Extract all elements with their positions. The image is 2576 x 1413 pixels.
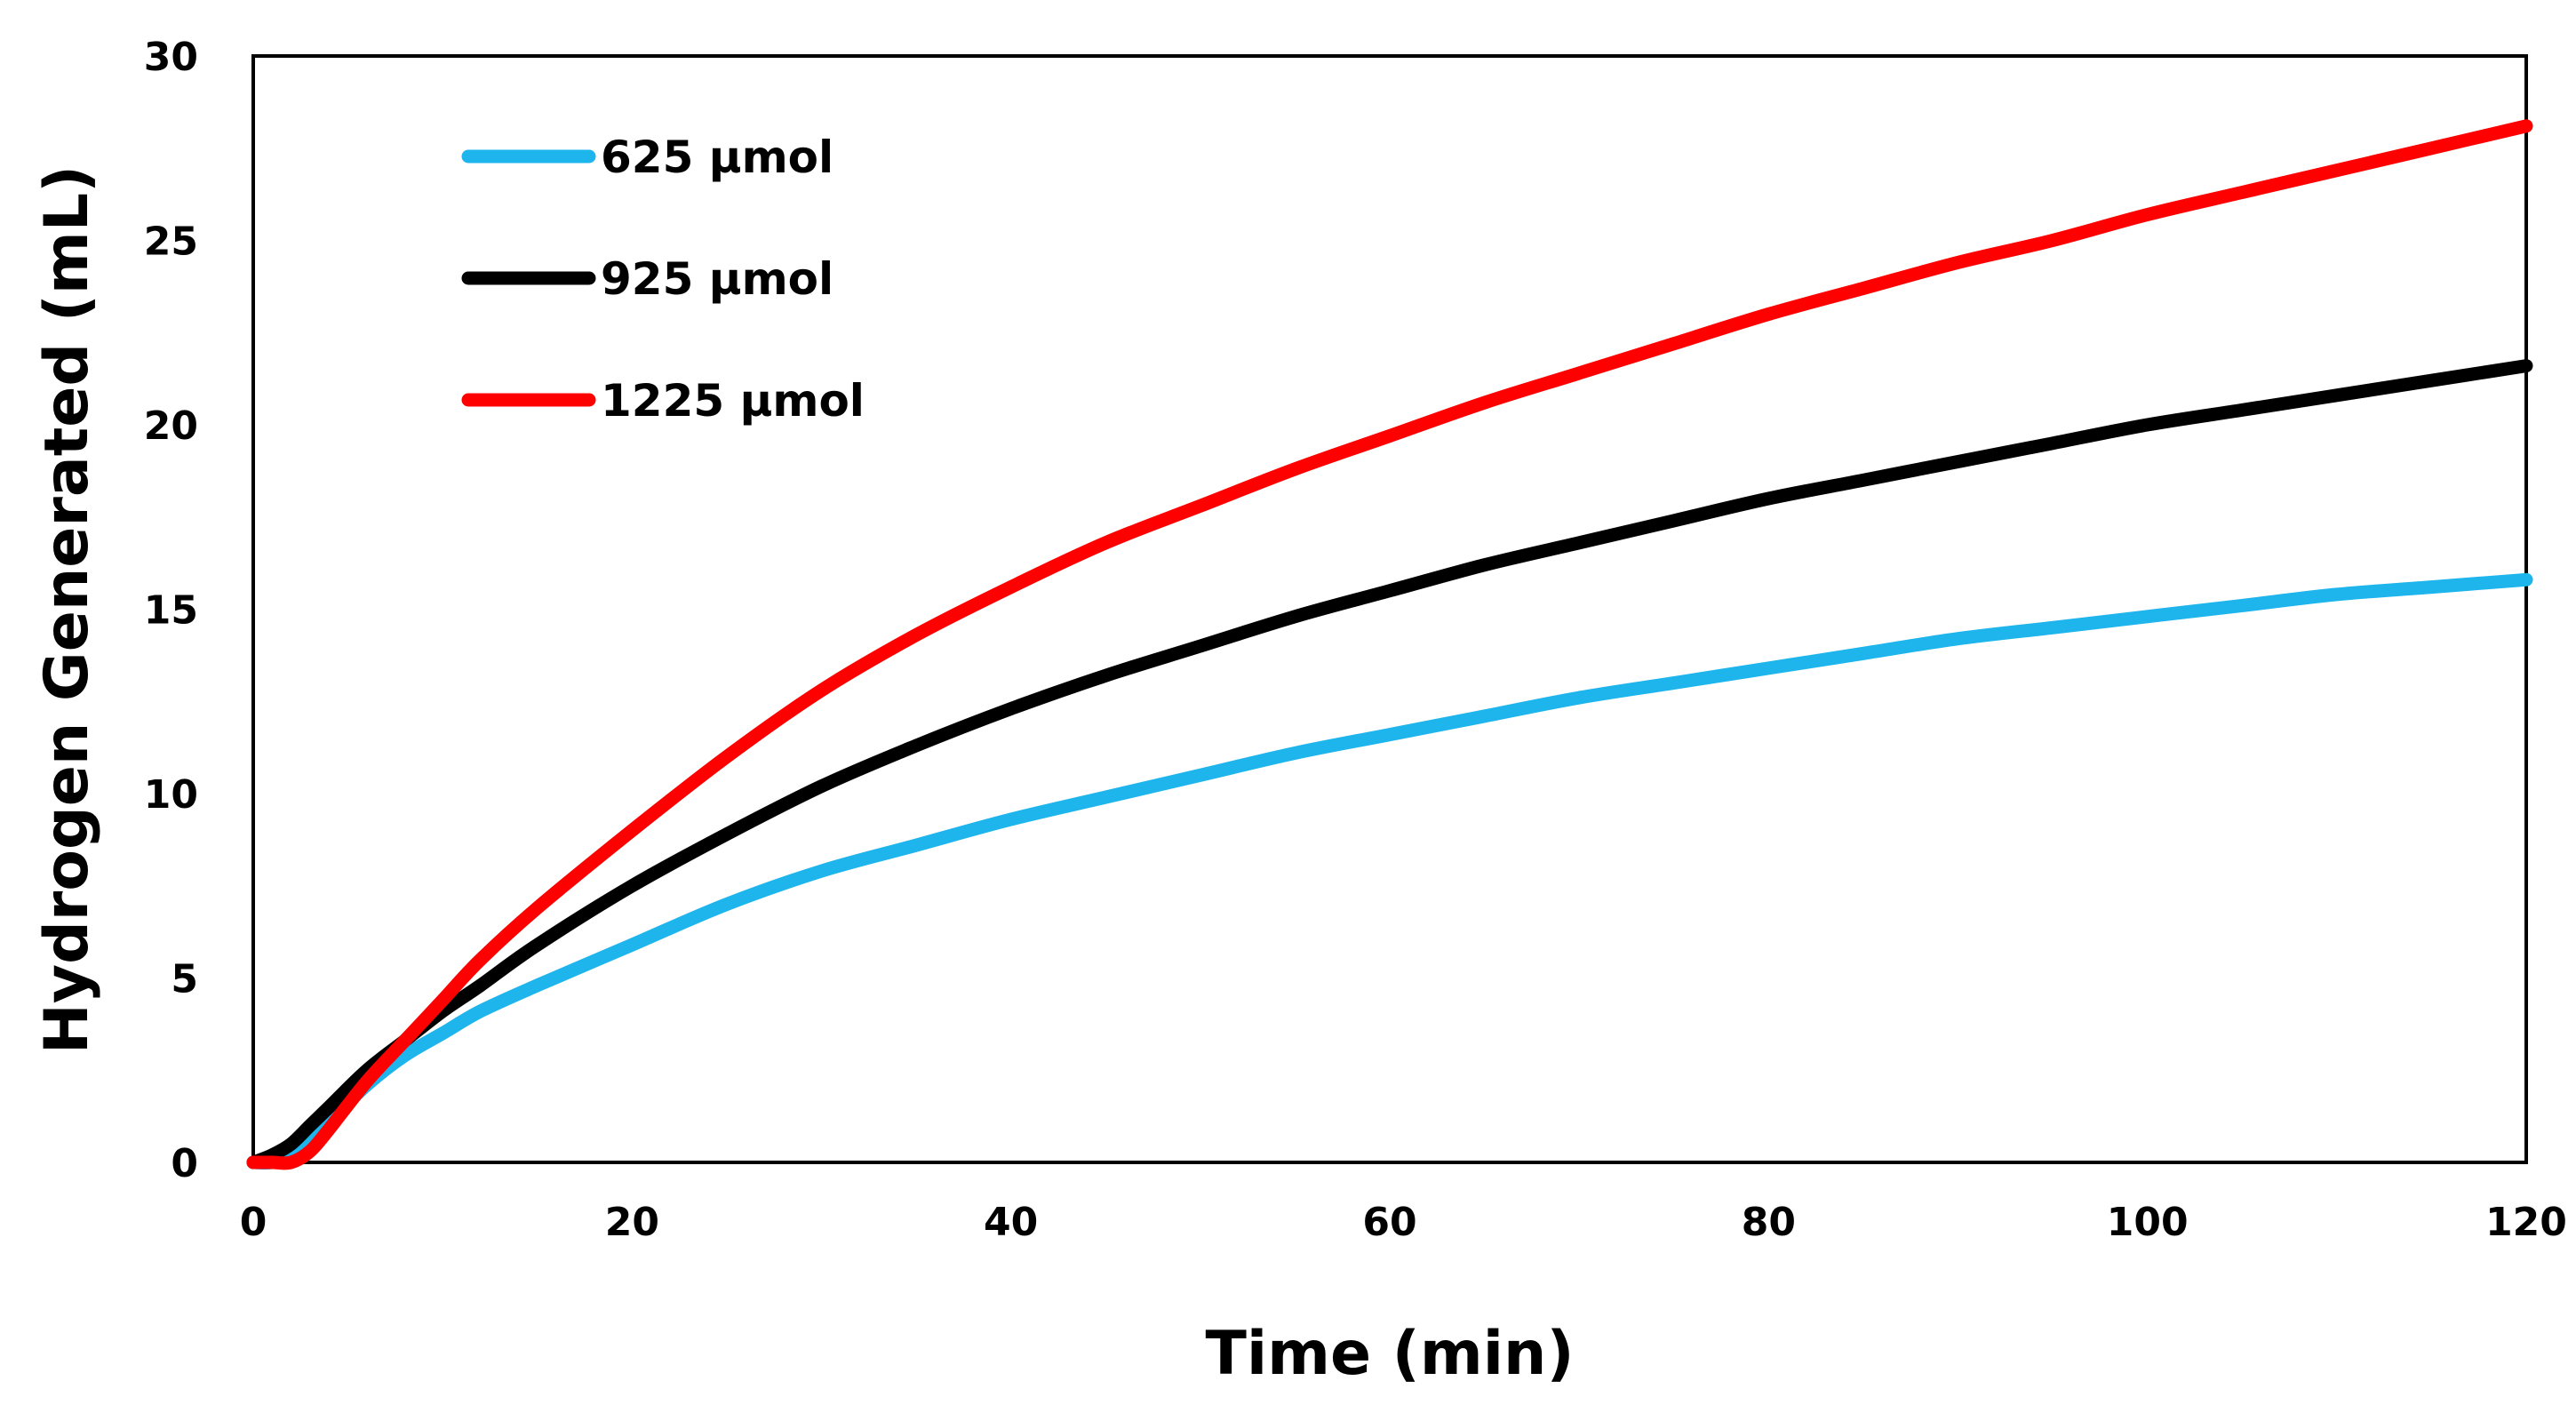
y-axis-title: Hydrogen Generated (mL) bbox=[32, 165, 102, 1054]
x-tick-label: 40 bbox=[984, 1200, 1038, 1245]
legend-label: 625 μmol bbox=[601, 132, 833, 183]
y-tick-label: 10 bbox=[144, 772, 198, 818]
y-axis-ticks: 0 5 10 15 20 25 30 bbox=[144, 35, 198, 1186]
legend-label: 925 μmol bbox=[601, 253, 833, 305]
y-tick-label: 5 bbox=[171, 957, 198, 1002]
x-tick-label: 20 bbox=[605, 1200, 659, 1245]
x-tick-label: 0 bbox=[240, 1200, 267, 1245]
x-tick-label: 120 bbox=[2485, 1200, 2567, 1245]
y-tick-label: 25 bbox=[144, 220, 198, 265]
plot-area-frame bbox=[251, 54, 2528, 1164]
x-tick-label: 80 bbox=[1742, 1200, 1796, 1245]
y-tick-label: 15 bbox=[144, 588, 198, 634]
legend-label: 1225 μmol bbox=[601, 375, 865, 427]
series-lines bbox=[246, 119, 2533, 1170]
y-tick-label: 0 bbox=[171, 1141, 198, 1186]
series-line-2 bbox=[246, 119, 2533, 1170]
legend: 625 μmol 925 μmol 1225 μmol bbox=[461, 132, 865, 427]
series-line-0 bbox=[246, 572, 2533, 1170]
series-line-1 bbox=[246, 359, 2533, 1170]
x-tick-label: 60 bbox=[1362, 1200, 1416, 1245]
y-tick-label: 20 bbox=[144, 403, 198, 449]
x-tick-label: 100 bbox=[2107, 1200, 2189, 1245]
x-axis-ticks: 0 20 40 60 80 100 120 bbox=[240, 1200, 2567, 1245]
x-axis-title: Time (min) bbox=[1205, 1319, 1574, 1389]
y-tick-label: 30 bbox=[144, 35, 198, 80]
